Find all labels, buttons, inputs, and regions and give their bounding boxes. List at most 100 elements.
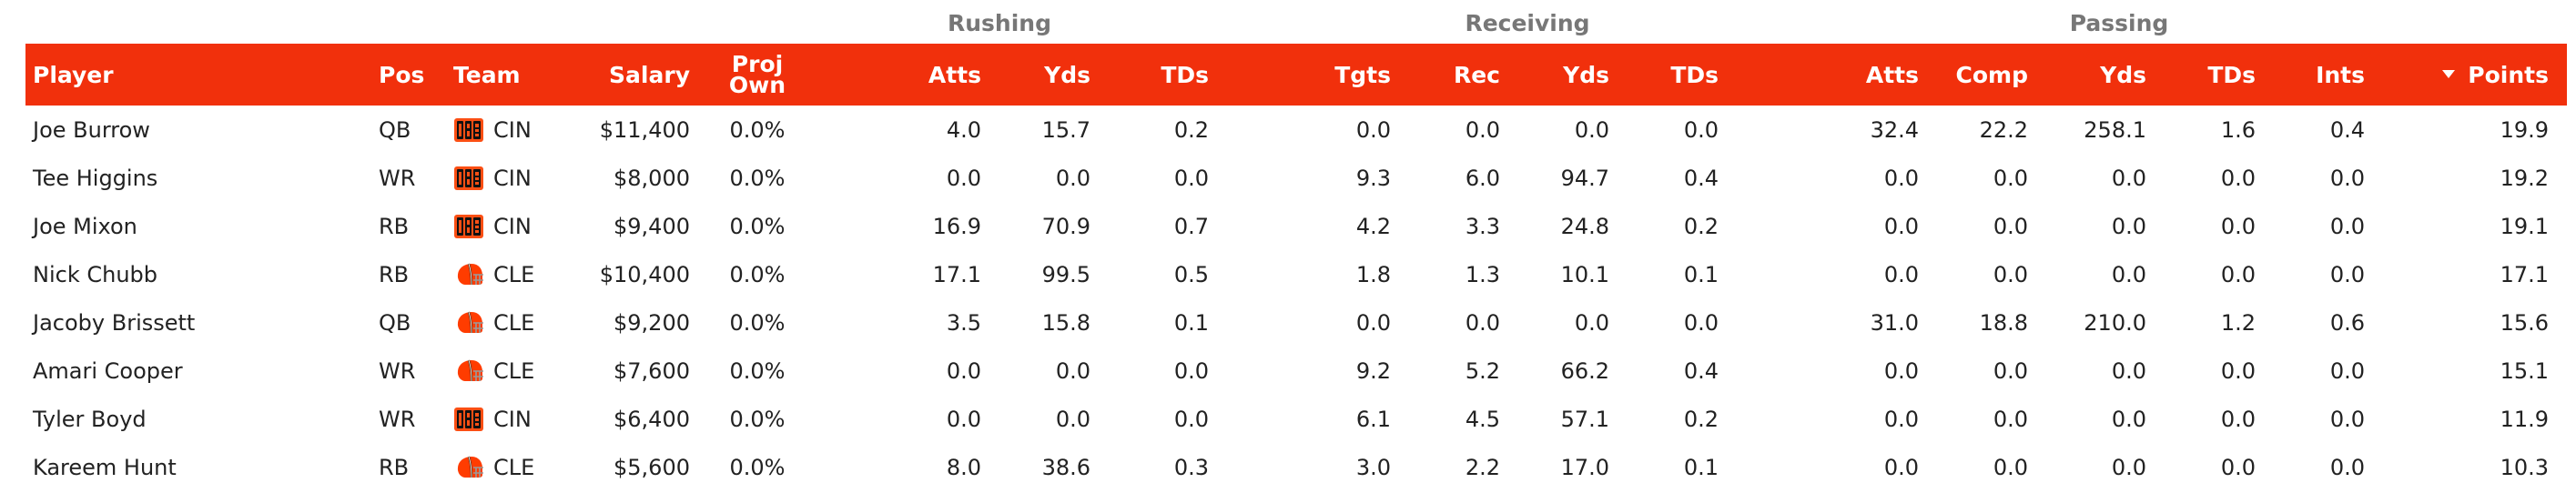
header-rec-tds[interactable]: TDs [1670,61,1719,88]
cell-rush-tds: 0.3 [1173,454,1209,480]
group-label-receiving: Receiving [1465,10,1590,36]
cell-pass-tds: 0.0 [2220,406,2256,432]
cell-rec-yds: 10.1 [1560,261,1609,287]
team-cell-content: CIN [453,214,544,239]
cell-team: CIN [446,202,563,250]
cell-rec-tds: 0.2 [1683,406,1719,432]
cell-player[interactable]: Amari Cooper [33,357,183,384]
cell-team: CLE [446,298,563,347]
cell-rush-atts: 8.0 [946,454,981,480]
header-pass-comp[interactable]: Comp [1955,61,2028,88]
header-proj-own[interactable]: Proj Own [708,44,817,106]
cell-rush-atts: 3.5 [946,309,981,336]
cell-rec: 4.5 [1465,406,1500,432]
table-row[interactable]: Tee Higgins WR CIN $8,000 0.0% 0.0 0.0 0.0 9.3 6.… [25,154,2567,202]
cell-pos: WR [379,406,416,432]
cell-salary: $9,200 [614,309,690,336]
table-row[interactable]: Joe Mixon RB CIN $9,400 0.0% 16.9 70.9 0.7 4.2 3.… [25,202,2567,250]
cell-rush-tds: 0.5 [1173,261,1209,287]
header-rush-atts[interactable]: Atts [928,61,981,88]
header-points[interactable]: Points [2383,44,2567,106]
cell-pass-yds: 0.0 [2111,357,2146,384]
table-row[interactable]: Jacoby Brissett QB CLE $9,200 0.0% 3.5 15.8 0.1… [25,298,2567,347]
cell-player[interactable]: Kareem Hunt [33,454,177,480]
header-player[interactable]: Player [33,61,114,88]
header-team[interactable]: Team [453,61,521,88]
cell-salary: $10,400 [599,261,690,287]
cell-player[interactable]: Jacoby Brissett [33,309,196,336]
cell-points: 19.2 [2500,165,2549,191]
header-pass-ints[interactable]: Ints [2316,61,2365,88]
column-group-row: Rushing Receiving Passing [25,0,2567,44]
header-rush-yds[interactable]: Yds [1044,61,1090,88]
table-header-row: Player Pos Team Salary Proj Own Atts Yds … [25,44,2567,106]
table-row[interactable]: Tyler Boyd WR CIN $6,400 0.0% 0.0 0.0 0.0 6.1 4.5… [25,395,2567,443]
cell-comp: 0.0 [1993,357,2028,384]
cell-pass-yds: 0.0 [2111,406,2146,432]
table-row[interactable]: Joe Burrow QB CIN $11,400 0.0% 4.0 15.7 0.2 0.0 0… [25,106,2567,154]
cell-ints: 0.0 [2329,261,2365,287]
cell-salary: $5,600 [614,454,690,480]
cell-comp: 18.8 [1979,309,2028,336]
cell-pass-tds: 0.0 [2220,213,2256,239]
cell-ints: 0.0 [2329,454,2365,480]
group-label-rushing: Rushing [948,10,1051,36]
cell-pass-atts: 0.0 [1883,261,1919,287]
cell-ints: 0.0 [2329,165,2365,191]
cell-rec-tds: 0.4 [1683,165,1719,191]
header-salary[interactable]: Salary [609,61,690,88]
cell-comp: 0.0 [1993,213,2028,239]
table-row[interactable]: Amari Cooper WR CLE $7,600 0.0% 0.0 0.0 0.0 9.2 5… [25,347,2567,395]
cell-player[interactable]: Tyler Boyd [33,406,147,432]
cell-points: 17.1 [2500,261,2549,287]
team-abbr: CIN [493,116,532,143]
cell-points: 15.6 [2500,309,2549,336]
bengals-logo-icon [453,407,484,432]
cell-pass-yds: 0.0 [2111,454,2146,480]
cell-pass-atts: 32.4 [1870,116,1919,143]
team-cell-content: CIN [453,166,544,191]
cell-team: CLE [446,347,563,395]
team-abbr: CLE [493,357,535,384]
header-rec-rec[interactable]: Rec [1453,61,1500,88]
team-abbr: CIN [493,213,532,239]
header-pass-tds[interactable]: TDs [2207,61,2256,88]
cell-team: CLE [446,250,563,298]
cell-comp: 0.0 [1993,406,2028,432]
browns-helmet-icon [453,262,484,287]
cell-salary: $6,400 [614,406,690,432]
header-pass-atts[interactable]: Atts [1865,61,1919,88]
cell-comp: 22.2 [1979,116,2028,143]
bengals-logo-icon [453,117,484,143]
header-pos[interactable]: Pos [379,61,425,88]
header-pass-yds[interactable]: Yds [2100,61,2146,88]
team-cell-content: CIN [453,407,544,432]
header-rush-tds[interactable]: TDs [1161,61,1209,88]
cell-own: 0.0% [729,116,786,143]
header-rec-yds[interactable]: Yds [1563,61,1609,88]
table-row[interactable]: Nick Chubb RB CLE $10,400 0.0% 17.1 99.5 0.5 1.8… [25,250,2567,298]
cell-tgts: 9.2 [1355,357,1391,384]
cell-rec: 1.3 [1465,261,1500,287]
table-row[interactable]: Kareem Hunt RB CLE $5,600 0.0% 8.0 38.6 0.3 3.0 2… [25,443,2567,491]
cell-rush-atts: 4.0 [946,116,981,143]
cell-player[interactable]: Joe Burrow [33,116,150,143]
sort-desc-icon [2442,70,2456,78]
cell-rush-tds: 0.0 [1173,357,1209,384]
cell-pos: QB [379,116,411,143]
cell-tgts: 6.1 [1355,406,1391,432]
cell-ints: 0.0 [2329,357,2365,384]
cell-player[interactable]: Tee Higgins [33,165,158,191]
cell-own: 0.0% [729,309,786,336]
cell-player[interactable]: Nick Chubb [33,261,157,287]
cell-rec-tds: 0.1 [1683,454,1719,480]
cell-pass-tds: 0.0 [2220,261,2256,287]
header-rec-tgts[interactable]: Tgts [1334,61,1391,88]
cell-pass-yds: 0.0 [2111,261,2146,287]
cell-player[interactable]: Joe Mixon [33,213,137,239]
cell-tgts: 1.8 [1355,261,1391,287]
cell-comp: 0.0 [1993,454,2028,480]
cell-pos: RB [379,213,410,239]
cell-rec-yds: 17.0 [1560,454,1609,480]
